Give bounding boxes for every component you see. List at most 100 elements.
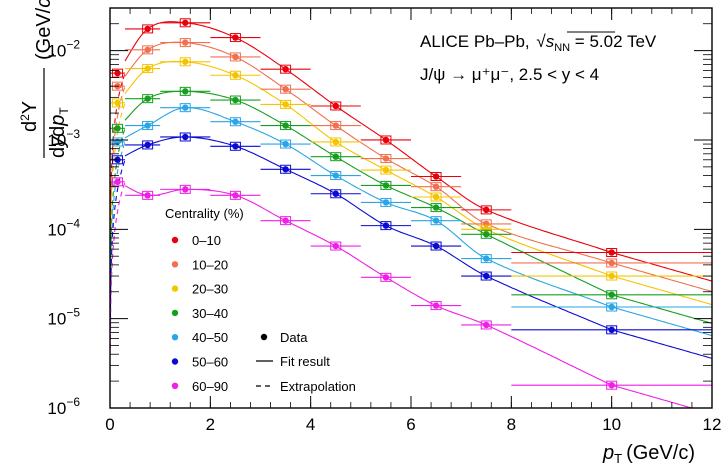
data-syst-box-20–30 <box>179 57 191 67</box>
data-point-20–30 <box>432 193 440 201</box>
axes: 0 2 4 6 8 10 12 10−6 10−5 10−4 10−3 10−2 <box>47 7 721 434</box>
data-syst-box-0–10 <box>229 33 241 43</box>
data-syst-box-40–50 <box>280 139 292 149</box>
legend-fit-label: Fit result <box>280 354 330 369</box>
legend-marker-50–60 <box>171 358 179 365</box>
data-point-50–60 <box>232 143 239 150</box>
data-syst-box-20–30 <box>380 165 392 175</box>
data-point-20–30 <box>332 138 339 146</box>
data-point-60–90 <box>432 302 440 309</box>
data-point-20–30 <box>608 272 615 280</box>
data-point-40–50 <box>608 303 615 311</box>
data-point-10–20 <box>144 46 151 54</box>
data-point-0–10 <box>144 25 151 33</box>
legend: 0–10 10–20 20–30 30–40 40–50 50–60 60–90 <box>171 233 228 394</box>
data-point-30–40 <box>182 88 189 95</box>
legend-marker-10–20 <box>171 261 179 268</box>
x-axis-title: pT (GeV/c) <box>602 442 695 466</box>
data-syst-box-50–60 <box>330 189 342 199</box>
data-point-20–30 <box>144 65 151 72</box>
data-point-40–50 <box>432 217 440 224</box>
data-syst-box-50–60 <box>280 164 292 174</box>
legend-marker-20–30 <box>171 285 179 292</box>
legend-marker-0–10 <box>171 236 179 244</box>
decay-annotation: J/ψ → μ⁺μ⁻, 2.5 < y < 4 <box>420 65 599 84</box>
data-point-50–60 <box>282 166 289 173</box>
data-syst-box-20–30 <box>280 99 292 109</box>
x-tick-label: 4 <box>306 415 315 434</box>
data-point-0–10 <box>114 69 121 77</box>
legend-label-10–20: 10–20 <box>192 257 228 272</box>
svg-text:d2Y: d2Y <box>18 101 41 132</box>
extrapolation-curve-50–60 <box>109 159 126 327</box>
x-tick-label: 2 <box>206 415 215 434</box>
y-tick-label: 10−4 <box>47 216 80 239</box>
data-point-10–20 <box>182 39 189 46</box>
data-point-30–40 <box>332 153 339 160</box>
data-syst-box-30–40 <box>430 203 442 213</box>
data-syst-box-10–20 <box>330 121 342 131</box>
data-syst-box-40–50 <box>229 117 241 127</box>
data-point-40–50 <box>282 140 289 148</box>
data-syst-box-20–30 <box>142 64 154 74</box>
data-point-50–60 <box>382 222 390 229</box>
data-point-0–10 <box>232 34 239 41</box>
data-syst-box-40–50 <box>380 197 392 207</box>
data-point-60–90 <box>182 186 189 193</box>
legend-label-30–40: 30–40 <box>192 306 228 321</box>
collision-annotation: ALICE Pb–Pb, √sNN = 5.02 TeV <box>420 32 657 54</box>
data-point-50–60 <box>432 242 440 250</box>
data-point-30–40 <box>282 122 289 129</box>
data-syst-box-60–90 <box>430 301 442 311</box>
data-syst-box-40–50 <box>142 121 154 131</box>
data-syst-box-20–30 <box>112 98 124 108</box>
data-point-20–30 <box>483 226 490 233</box>
data-syst-box-0–10 <box>606 248 618 258</box>
data-point-20–30 <box>282 101 289 108</box>
data-point-10–20 <box>232 53 239 61</box>
data-point-60–90 <box>483 321 490 329</box>
legend-label-0–10: 0–10 <box>192 233 221 248</box>
legend-label-50–60: 50–60 <box>192 355 228 370</box>
data-syst-box-50–60 <box>606 325 618 335</box>
legend-title: Centrality (%) <box>165 206 244 221</box>
data-point-10–20 <box>332 122 339 129</box>
y-tick-label: 10−5 <box>47 306 80 329</box>
data-syst-box-60–90 <box>229 190 241 200</box>
data-point-40–50 <box>144 122 151 129</box>
data-point-30–40 <box>382 182 390 189</box>
data-point-60–90 <box>382 274 390 281</box>
data-syst-box-40–50 <box>430 216 442 226</box>
data-syst-box-40–50 <box>179 103 191 113</box>
x-tick-label: 0 <box>105 415 114 434</box>
data-syst-box-30–40 <box>142 94 154 104</box>
data-point-10–20 <box>282 86 289 93</box>
data-syst-box-10–20 <box>430 182 442 192</box>
data-syst-box-30–40 <box>229 95 241 105</box>
data-syst-box-30–40 <box>280 121 292 131</box>
legend-marker-30–40 <box>171 309 179 317</box>
data-syst-box-40–50 <box>330 171 342 181</box>
y-tick-label: 10−3 <box>47 127 80 150</box>
x-tick-label: 8 <box>507 415 516 434</box>
data-point-30–40 <box>114 125 121 132</box>
data-point-50–60 <box>608 326 615 334</box>
data-point-60–90 <box>282 217 289 224</box>
legend-marker-60–90 <box>171 382 179 389</box>
data-point-60–90 <box>114 178 121 186</box>
data-point-30–40 <box>432 204 440 211</box>
data-syst-box-30–40 <box>606 290 618 300</box>
data-syst-box-30–40 <box>480 229 492 239</box>
legend-data-label: Data <box>280 330 308 345</box>
data-point-40–50 <box>332 172 339 179</box>
data-syst-box-60–90 <box>142 190 154 200</box>
data-syst-box-60–90 <box>112 177 124 187</box>
svg-text:(GeV/c)-1: (GeV/c)-1 <box>31 0 55 60</box>
data-point-40–50 <box>382 199 390 206</box>
data-syst-box-60–90 <box>179 184 191 194</box>
data-syst-box-0–10 <box>179 18 191 28</box>
data-point-0–10 <box>608 249 615 256</box>
data-syst-box-20–30 <box>606 271 618 281</box>
